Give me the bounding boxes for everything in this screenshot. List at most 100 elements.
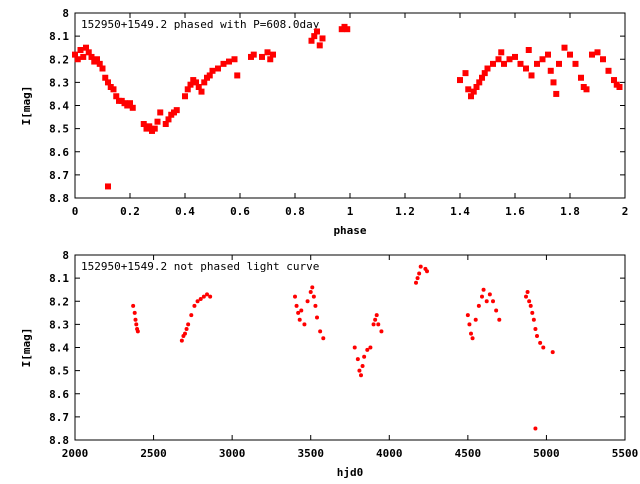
phased-x-ticks: 0 0.2 0.4 0.6 0.8 1 1.2 1.4 1.6 1.8 2 [72, 13, 628, 218]
data-point [605, 67, 612, 74]
unphased-x-tick-label: 5500 [612, 447, 639, 460]
data-point [293, 294, 297, 299]
data-point [83, 44, 89, 51]
data-point [417, 271, 422, 276]
data-point [611, 77, 617, 84]
data-point [541, 345, 546, 350]
data-point [362, 354, 367, 359]
data-point [173, 107, 180, 114]
data-point [365, 347, 370, 352]
phased-x-tick-label: 0.6 [230, 205, 250, 218]
data-point [189, 313, 194, 318]
data-point [352, 345, 357, 350]
data-point [186, 322, 191, 327]
data-point [319, 35, 326, 42]
data-point [99, 65, 106, 72]
data-point [506, 56, 513, 63]
data-point [308, 37, 315, 44]
data-point [209, 67, 216, 74]
data-point [481, 287, 486, 292]
data-point [184, 327, 189, 331]
data-point [296, 310, 301, 315]
data-point [479, 74, 485, 81]
data-point [534, 60, 540, 67]
data-point [344, 26, 351, 33]
data-point [556, 60, 562, 67]
data-point [206, 72, 213, 79]
phased-x-tick-label: 1.4 [450, 205, 470, 218]
data-point [376, 322, 381, 327]
data-point [131, 303, 136, 308]
data-point [547, 67, 554, 74]
data-point [533, 327, 538, 331]
data-point [297, 317, 302, 322]
phased-x-tick-label: 1.8 [560, 205, 580, 218]
phased-chart: 152950+1549.2 phased with P=608.0day pha… [20, 7, 628, 237]
data-point [184, 86, 191, 93]
phased-x-tick-label: 0.8 [285, 205, 305, 218]
data-point [267, 56, 274, 63]
data-point [321, 336, 326, 341]
phased-chart-title: 152950+1549.2 phased with P=608.0day [81, 18, 320, 31]
data-point [198, 88, 205, 95]
data-point [462, 70, 469, 77]
data-point [318, 329, 323, 334]
data-point [528, 303, 533, 308]
data-point [129, 104, 136, 111]
phased-x-tick-label: 1 [347, 205, 354, 218]
data-point [545, 51, 551, 58]
data-point [491, 299, 495, 304]
data-point [314, 28, 320, 35]
data-point [201, 79, 208, 86]
unphased-x-axis-label: hjd0 [337, 466, 364, 479]
data-point [208, 294, 213, 299]
data-point [127, 100, 133, 107]
data-point [193, 79, 199, 86]
unphased-y-axis-label: I[mag] [20, 328, 33, 368]
data-point [594, 49, 601, 56]
data-point [512, 53, 518, 60]
data-point [497, 317, 502, 322]
unphased-x-tick-label: 3500 [297, 447, 324, 460]
data-point [183, 331, 187, 336]
data-point [187, 81, 194, 88]
data-point [578, 74, 584, 81]
data-point [198, 296, 203, 301]
data-point [77, 47, 84, 53]
data-point [113, 93, 120, 100]
data-point [494, 308, 499, 313]
data-point [553, 90, 560, 97]
unphased-x-tick-label: 4500 [455, 447, 482, 460]
data-point [270, 51, 276, 58]
data-point [179, 338, 184, 343]
data-point [310, 285, 315, 290]
data-point [355, 357, 360, 362]
data-point [476, 303, 481, 308]
data-point [220, 60, 227, 67]
data-point [468, 93, 474, 100]
unphased-x-tick-label: 2000 [62, 447, 89, 460]
unphased-y-tick-label: 8.7 [49, 411, 69, 424]
unphased-x-tick-label: 2500 [140, 447, 167, 460]
unphased-y-tick-label: 8.1 [49, 272, 69, 285]
data-point [357, 368, 362, 373]
data-point [425, 269, 429, 274]
data-point [583, 86, 590, 93]
data-point [480, 294, 484, 299]
unphased-x-tick-label: 3000 [219, 447, 246, 460]
unphased-chart-title: 152950+1549.2 not phased light curve [81, 260, 319, 273]
data-point [192, 303, 197, 308]
data-point [469, 331, 473, 336]
data-point [162, 121, 169, 127]
phased-y-tick-label: 8.4 [49, 100, 69, 113]
data-point [74, 56, 81, 63]
data-point [259, 53, 265, 60]
data-point [490, 60, 496, 67]
data-point [498, 49, 505, 56]
data-point [135, 329, 140, 334]
data-point [305, 299, 310, 304]
unphased-y-tick-label: 8.2 [49, 295, 69, 308]
data-point [457, 77, 463, 84]
data-point [195, 299, 200, 304]
